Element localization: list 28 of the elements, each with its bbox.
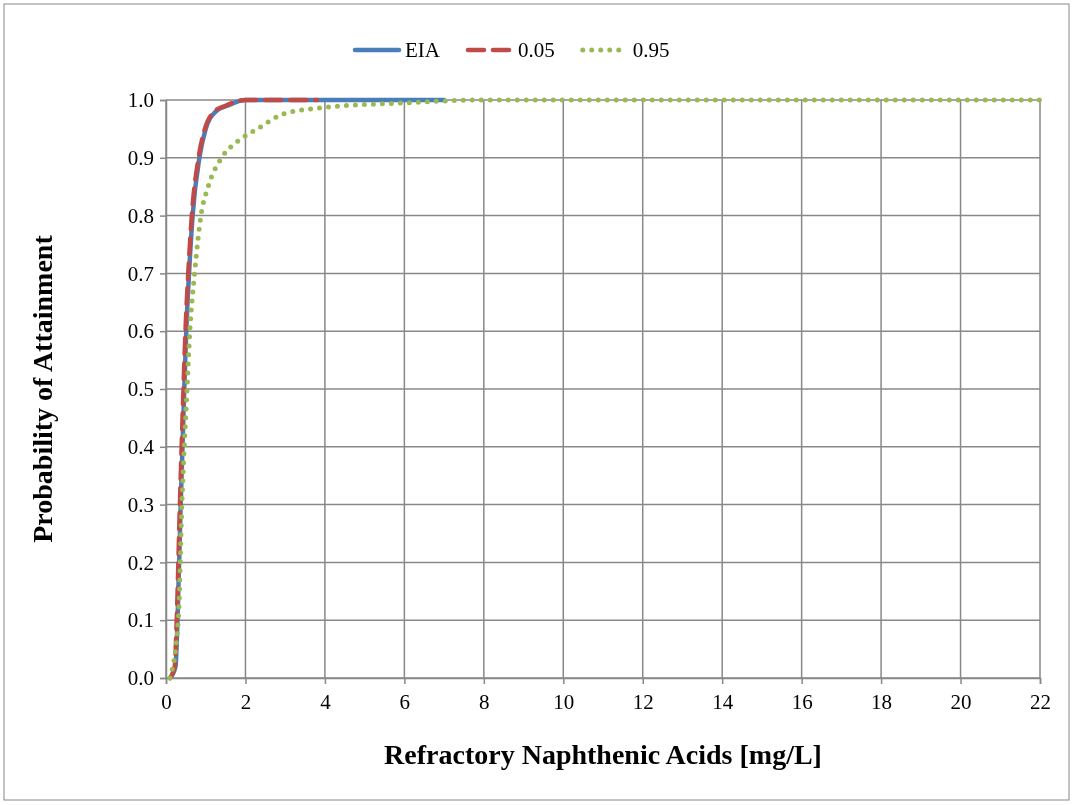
y-tick-label: 0.8 [127,203,154,228]
legend-label: 0.95 [632,38,670,62]
x-tick-label: 8 [479,689,490,714]
legend-label: 0.05 [518,38,555,62]
x-tick-label: 12 [632,689,654,714]
x-tick-label: 14 [712,689,734,714]
x-tick-label: 18 [871,689,893,714]
y-axis-title: Probability of Attainment [27,234,58,543]
x-tick-label: 20 [950,689,972,714]
y-tick-label: 0.2 [127,550,154,575]
x-tick-label: 10 [553,689,575,714]
y-tick-label: 0.0 [127,666,154,691]
y-tick-label: 1.0 [127,88,154,113]
x-tick-label: 2 [240,689,252,714]
legend-label: EIA [405,38,441,62]
y-tick-label: 0.9 [127,146,154,171]
y-tick-label: 0.7 [127,261,154,286]
y-tick-label: 0.4 [127,435,155,460]
y-tick-label: 0.3 [127,492,154,517]
y-tick-label: 0.5 [127,377,154,402]
x-tick-label: 22 [1030,689,1051,714]
x-axis-title: Refractory Naphthenic Acids [mg/L] [384,739,822,770]
x-tick-label: 0 [161,689,172,714]
y-tick-label: 0.1 [127,608,154,633]
x-tick-label: 4 [320,689,332,714]
x-tick-label: 6 [399,689,411,714]
y-tick-label: 0.6 [127,319,154,344]
x-tick-label: 16 [791,689,813,714]
